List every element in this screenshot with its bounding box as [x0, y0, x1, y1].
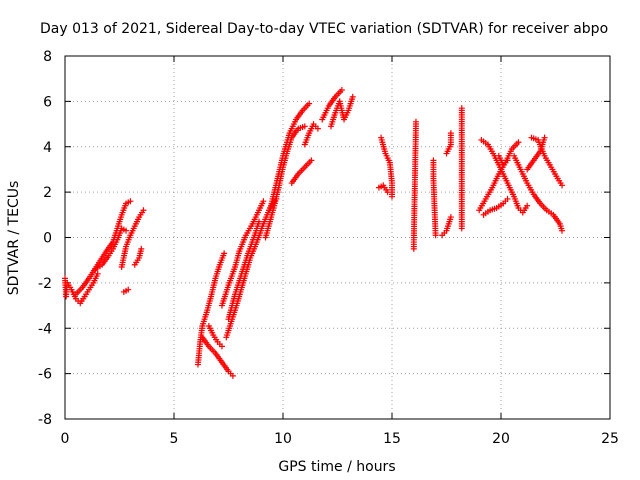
data-point-marker [127, 198, 134, 205]
data-point-marker [338, 87, 345, 94]
data-point-marker [447, 214, 454, 221]
y-tick-label: 2 [43, 185, 52, 201]
y-tick-label: 4 [43, 140, 52, 156]
data-point-marker [123, 227, 130, 234]
data-point-marker [221, 250, 228, 257]
data-point-marker [504, 157, 511, 164]
y-tick-label: -6 [38, 367, 52, 383]
y-tick-label: 8 [43, 49, 52, 65]
axis-ticks [64, 55, 611, 420]
x-tick-label: 5 [170, 431, 179, 447]
x-axis-label: GPS time / hours [278, 459, 395, 475]
data-point-marker [138, 245, 145, 252]
data-point-marker [559, 227, 566, 234]
x-tick-label: 15 [383, 431, 401, 447]
data-point-marker [447, 130, 454, 137]
data-point-marker [515, 139, 522, 146]
data-point-marker [314, 125, 321, 132]
data-point-marker [410, 245, 417, 252]
data-point-marker [306, 100, 313, 107]
x-tick-labels: 0 5 10 15 20 25 [61, 431, 619, 447]
x-tick-label: 10 [274, 431, 292, 447]
x-tick-label: 20 [492, 431, 510, 447]
data-point-marker [301, 123, 308, 130]
data-point-marker [229, 372, 236, 379]
data-point-marker [559, 182, 566, 189]
y-tick-label: -2 [38, 276, 52, 292]
y-tick-labels: -8 -6 -4 -2 0 2 4 6 8 [38, 49, 52, 428]
data-point-marker [218, 343, 225, 350]
data-point-marker [432, 232, 439, 239]
data-point-marker [384, 189, 391, 196]
x-tick-label: 25 [601, 431, 619, 447]
y-tick-label: -8 [38, 412, 52, 428]
data-point-marker [541, 134, 548, 141]
data-point-marker [389, 193, 395, 200]
data-point-marker [94, 270, 101, 277]
data-points [62, 87, 566, 379]
data-point-marker [256, 218, 263, 225]
data-point-marker [125, 286, 132, 293]
data-point-marker [504, 195, 511, 202]
y-tick-label: 0 [43, 231, 52, 247]
x-tick-label: 0 [61, 431, 70, 447]
data-point-marker [140, 207, 147, 214]
data-point-marker [349, 93, 356, 100]
y-axis-label: SDTVAR / TECUs [6, 181, 22, 296]
y-tick-label: -4 [38, 321, 52, 337]
chart-title: Day 013 of 2021, Sidereal Day-to-day VTE… [40, 21, 608, 37]
y-tick-label: 6 [43, 94, 52, 110]
data-point-marker [308, 157, 315, 164]
data-point-marker [260, 198, 267, 205]
data-point-marker [524, 202, 531, 209]
data-point-marker [458, 105, 465, 112]
